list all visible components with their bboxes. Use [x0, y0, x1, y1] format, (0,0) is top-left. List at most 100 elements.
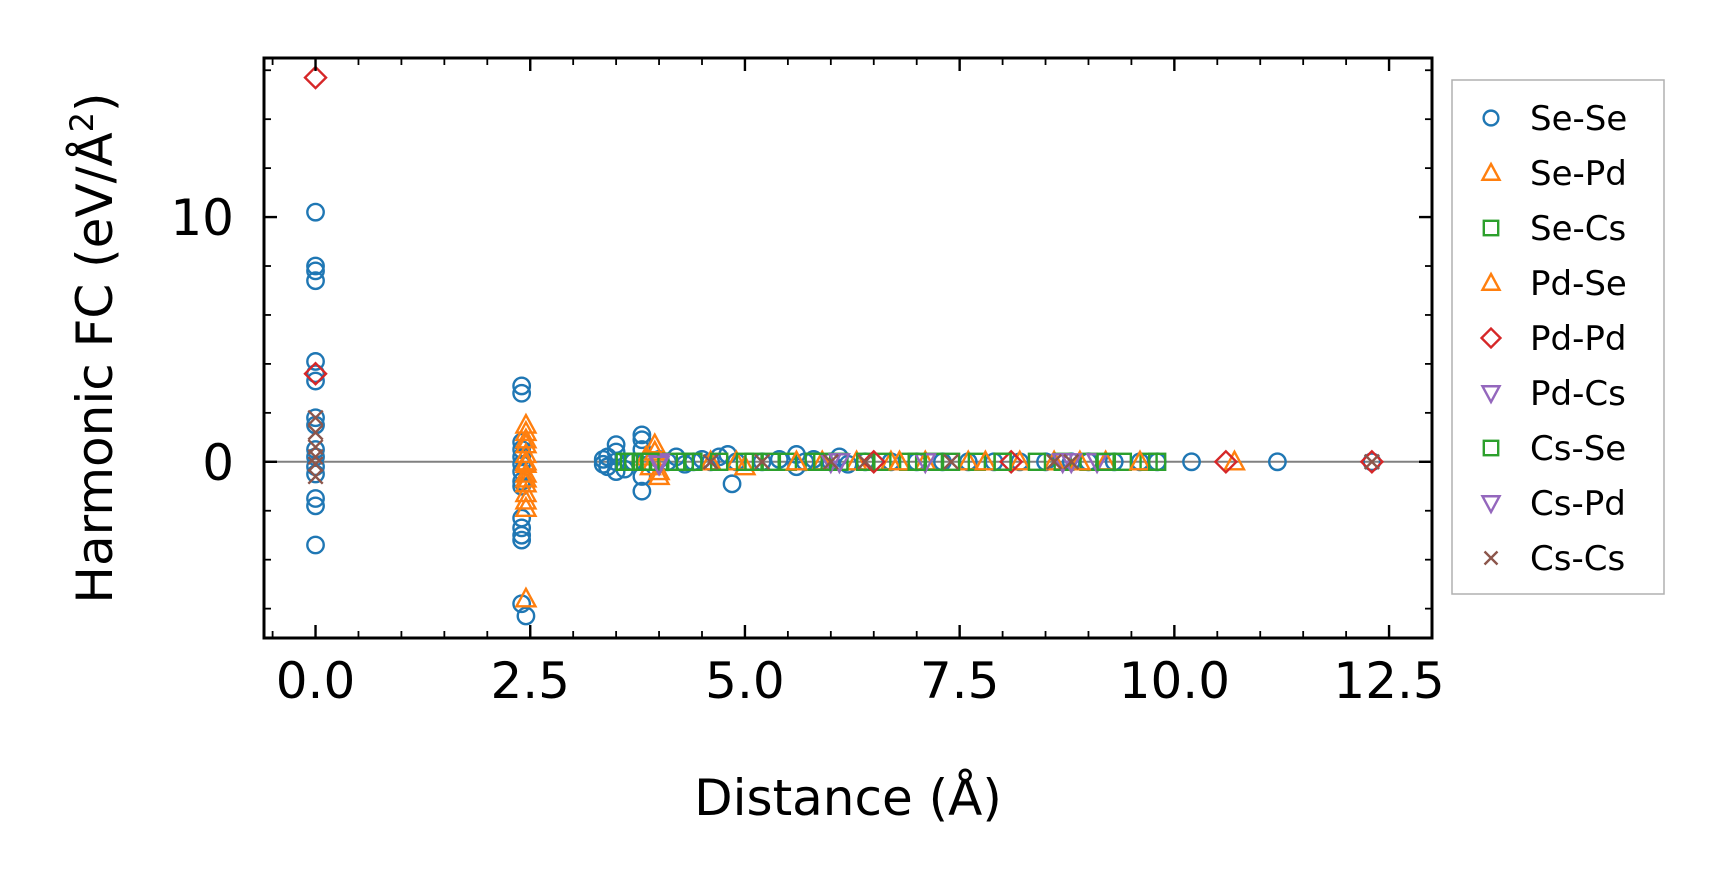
data-point — [514, 466, 538, 488]
data-point — [754, 453, 771, 470]
y-tick-label: 0 — [202, 434, 234, 492]
series-se-pd — [514, 412, 1246, 608]
data-point — [1046, 453, 1063, 470]
y-tick-label: 10 — [170, 189, 234, 247]
data-point — [514, 495, 538, 517]
legend-label: Se-Se — [1530, 99, 1627, 139]
data-point — [632, 425, 652, 445]
data-point — [641, 452, 660, 471]
data-point — [516, 606, 536, 626]
data-point — [306, 489, 325, 508]
data-point — [857, 453, 874, 470]
data-point — [303, 361, 328, 386]
legend-marker — [1482, 109, 1500, 127]
x-tick-label: 7.5 — [920, 652, 1000, 710]
data-point — [733, 454, 757, 476]
legend-marker — [1480, 271, 1502, 291]
data-point — [306, 352, 325, 371]
legend-entry-cs-se: Cs-Se — [1482, 429, 1626, 469]
series-cs-cs — [307, 409, 1380, 485]
data-point — [873, 452, 892, 471]
data-point — [307, 448, 324, 465]
data-point — [822, 453, 839, 470]
data-point — [827, 453, 851, 475]
data-point — [306, 496, 325, 516]
data-point — [943, 453, 960, 470]
data-point — [993, 452, 1012, 471]
data-point — [1363, 453, 1380, 470]
legend-marker — [1480, 495, 1502, 515]
data-point — [973, 449, 997, 471]
data-point — [907, 452, 926, 471]
legend-marker — [1479, 326, 1503, 350]
legend: Se-Se Se-Pd Se-Cs Pd-Se Pd-Pd Pd-Cs Cs-Se Cs-Pd… — [1451, 79, 1665, 595]
legend-label: Pd-Se — [1530, 264, 1627, 304]
x-axis-label: Distance (Å) — [694, 769, 1002, 827]
legend-label: Pd-Pd — [1530, 319, 1626, 359]
data-point — [307, 456, 324, 473]
legend-label: Cs-Se — [1530, 429, 1626, 469]
data-point — [306, 371, 325, 391]
data-point — [861, 449, 886, 474]
data-point — [514, 427, 538, 449]
data-point — [306, 256, 325, 276]
legend-entry-se-cs: Se-Cs — [1482, 209, 1626, 249]
legend-marker — [1482, 439, 1500, 457]
data-point — [512, 525, 532, 545]
data-point — [306, 202, 325, 222]
data-point — [1213, 449, 1239, 474]
x-tick-label: 5.0 — [705, 652, 785, 710]
x-tick-label: 0.0 — [276, 652, 356, 710]
data-point — [647, 455, 671, 477]
data-point — [1063, 453, 1080, 470]
data-point — [307, 468, 324, 485]
series-cs-se — [619, 452, 1167, 471]
x-tick-label: 10.0 — [1119, 652, 1230, 710]
data-point — [303, 65, 328, 90]
data-point — [1222, 449, 1246, 471]
data-point — [307, 409, 324, 426]
series-pd-se — [514, 427, 1152, 488]
series-pd-pd — [303, 65, 1385, 474]
data-point — [1147, 452, 1167, 471]
data-point — [1182, 452, 1201, 472]
data-point — [1027, 452, 1047, 471]
series-se-se — [306, 202, 1382, 626]
legend-marker — [1483, 550, 1499, 566]
y-axis-label: Harmonic FC (eV/Å2) — [63, 92, 124, 603]
data-point — [307, 424, 324, 441]
data-point — [1362, 452, 1382, 472]
data-point — [702, 453, 719, 470]
data-point — [512, 376, 532, 396]
data-point — [514, 481, 538, 503]
data-point — [1268, 452, 1287, 472]
axis-ticks: 0.0 2.5 5.0 7.5 10.0 12.5 0 10 — [170, 58, 1445, 710]
data-point — [632, 430, 652, 450]
data-point — [512, 530, 532, 550]
data-point — [306, 408, 325, 428]
legend-entry-pd-pd: Pd-Pd — [1479, 319, 1626, 359]
data-point — [941, 452, 961, 471]
data-point — [784, 449, 808, 471]
data-point — [512, 383, 532, 403]
legend-entry-cs-pd: Cs-Pd — [1480, 484, 1626, 524]
data-point — [1128, 449, 1152, 471]
legend-label: Se-Cs — [1530, 209, 1626, 249]
data-point — [1359, 449, 1385, 474]
data-point — [1068, 449, 1092, 471]
data-point — [619, 452, 639, 471]
x-tick-label: 12.5 — [1333, 652, 1444, 710]
legend-marker — [1480, 385, 1502, 405]
legend-entry-pd-cs: Pd-Cs — [1480, 374, 1626, 414]
legend-entry-cs-cs: Cs-Cs — [1483, 539, 1625, 579]
data-point — [306, 261, 325, 281]
data-point — [722, 474, 742, 494]
data-point — [306, 271, 325, 291]
series-cs-pd — [647, 453, 1083, 477]
y-axis-label-superscript: 2 — [63, 112, 101, 132]
y-axis-label-close: ) — [66, 92, 124, 112]
legend-label: Se-Pd — [1530, 154, 1627, 194]
legend-marker — [1482, 219, 1500, 237]
y-axis-label-main: Harmonic FC (eV/Å — [66, 132, 124, 603]
data-point — [643, 432, 667, 454]
